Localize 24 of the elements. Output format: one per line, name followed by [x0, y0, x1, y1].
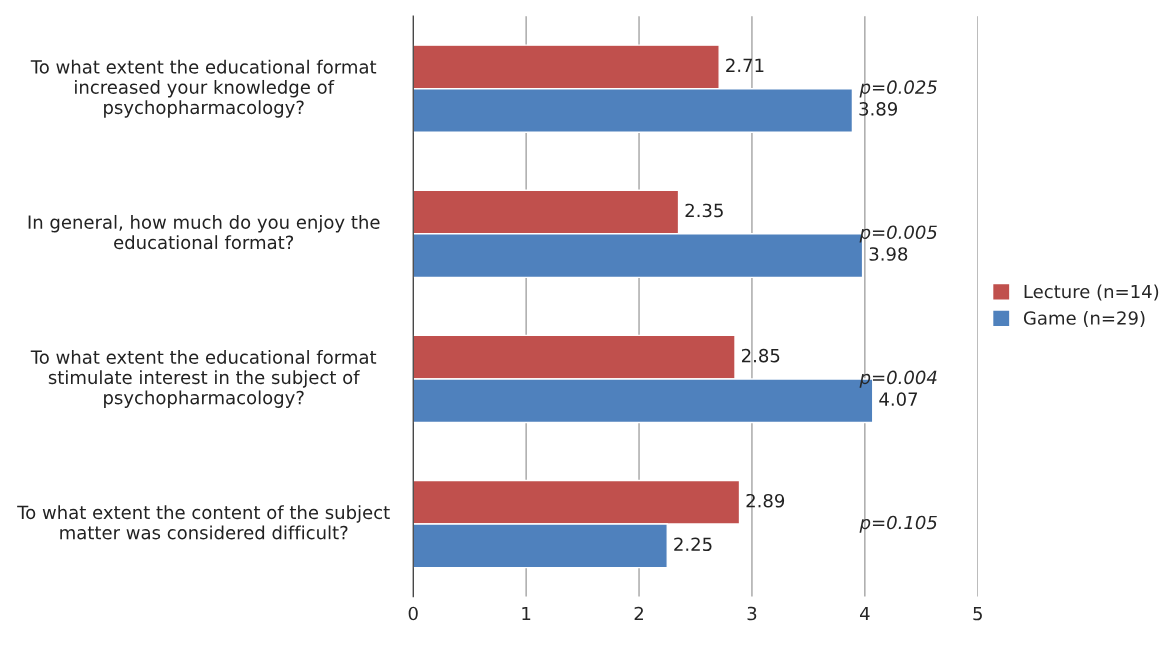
data-label: 4.07 — [879, 392, 918, 406]
x-tick-label: 5 — [973, 606, 982, 621]
x-tick-label: 2 — [634, 606, 643, 621]
data-label: 2.35 — [685, 203, 723, 218]
y-tick-label: To what extent the educational format increased your knowledge of psychopharmacology? — [30, 59, 377, 118]
legend-label: Game (n=29) — [1023, 310, 1145, 327]
annotation: p=0.005 — [859, 225, 937, 243]
y-tick-label: To what extent the educational format stimulate interest in the subject of psychopharmacology? — [30, 349, 377, 408]
legend-label: Lecture (n=14) — [1024, 284, 1159, 301]
data-label: 2.25 — [674, 537, 712, 552]
annotation: p=0.105 — [859, 515, 937, 533]
y-tick-label: In general, how much do you enjoy the educational format? — [28, 214, 380, 250]
annotation: p=0.025 — [859, 80, 937, 98]
y-tick-label: To what extent the content of the subject matter was considered difficult? — [17, 505, 390, 540]
data-label: 3.89 — [859, 102, 898, 116]
data-label: 3.98 — [869, 247, 908, 261]
x-tick-label: 0 — [408, 606, 418, 621]
data-label: 2.71 — [726, 58, 764, 72]
x-tick-label: 3 — [747, 606, 757, 621]
data-label: 2.85 — [741, 348, 780, 363]
x-tick-label: 1 — [522, 606, 531, 621]
annotation: p=0.004 — [859, 370, 937, 388]
x-tick-label: 4 — [859, 606, 870, 621]
data-label: 2.89 — [746, 493, 785, 508]
